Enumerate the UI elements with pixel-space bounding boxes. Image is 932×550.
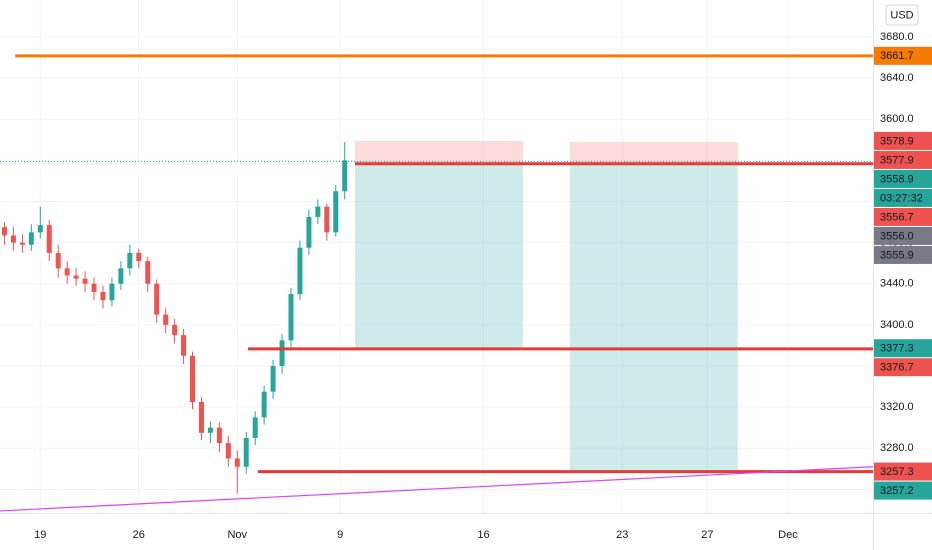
price-label-box (874, 462, 932, 481)
x-tick-label: 26 (133, 529, 145, 541)
candle-body (163, 314, 169, 325)
candle-body (145, 261, 151, 284)
x-tick-label: 9 (337, 529, 343, 541)
target-zone (355, 164, 523, 349)
x-tick-label: 19 (34, 529, 46, 541)
candle-body (73, 275, 79, 279)
candle-body (207, 427, 213, 433)
y-tick-label: 3400.0 (880, 319, 914, 331)
candle-body (19, 242, 25, 245)
stop-zone (569, 141, 738, 165)
price-label: 3555.9 (880, 249, 914, 261)
candle-body (136, 252, 142, 262)
price-label: 03:27:32 (880, 192, 923, 204)
y-tick-label: 3600.0 (880, 113, 914, 125)
candle-body (127, 252, 133, 269)
price-axis: 3240.03280.03320.03360.03400.03440.03480… (34, 31, 932, 541)
candle-body (181, 335, 187, 356)
candle-body (297, 247, 303, 295)
candle-body (190, 355, 196, 402)
candle-body (261, 391, 267, 418)
price-label: 3257.2 (880, 485, 914, 497)
candle-body (46, 225, 52, 253)
price-label-box (874, 46, 932, 65)
x-tick-label: Nov (227, 529, 247, 541)
candle-body (315, 206, 321, 217)
candle-body (342, 160, 348, 192)
x-tick-label: 27 (701, 529, 713, 541)
currency-button[interactable] (885, 4, 919, 26)
candle-body (288, 294, 294, 341)
y-tick-label: 3320.0 (880, 401, 914, 413)
candle-body (225, 443, 231, 459)
price-label-box (874, 131, 932, 150)
candle-body (270, 365, 276, 392)
candle-body (198, 401, 204, 433)
candle-body (216, 427, 222, 444)
price-label: 3376.7 (880, 362, 914, 374)
price-label: 3661.7 (880, 50, 914, 62)
price-label: 3558.9 (880, 173, 914, 185)
candle-body (243, 437, 249, 467)
grid (0, 0, 873, 513)
price-label-box (874, 245, 932, 264)
candle-body (118, 268, 124, 284)
candle-body (306, 216, 312, 248)
candle-body (333, 191, 339, 233)
currency: USD (890, 9, 913, 21)
x-tick-label: 23 (616, 529, 628, 541)
stop-zone (355, 140, 523, 165)
candle-body (82, 278, 88, 284)
price-label-box (874, 150, 932, 169)
y-tick-label: 3440.0 (880, 278, 914, 290)
candle-body (64, 268, 70, 276)
y-tick-label: 3680.0 (880, 31, 914, 43)
price-label: 3377.3 (880, 343, 914, 355)
candle-body (252, 417, 258, 438)
price-label: 3257.3 (880, 466, 914, 478)
price-label: 3578.9 (880, 135, 914, 147)
candle-body (37, 225, 43, 233)
candle-body (100, 291, 106, 301)
price-label-box (874, 207, 932, 226)
price-label-box (874, 358, 932, 377)
y-tick-label: 3280.0 (880, 442, 914, 454)
x-tick-label: 16 (477, 529, 489, 541)
candle-body (10, 235, 16, 243)
price-label-box (874, 169, 932, 188)
candle-body (55, 252, 61, 269)
candle-body (154, 283, 160, 315)
candle-body (172, 324, 178, 336)
plot (0, 54, 874, 512)
candle-body (109, 283, 115, 301)
candle-body (91, 283, 97, 292)
x-tick-label: Dec (778, 529, 798, 541)
price-label: 3556.7 (880, 211, 914, 223)
price-label: 3577.9 (880, 154, 914, 166)
candle-body (234, 458, 240, 467)
candle-body (324, 206, 330, 233)
price-label-box (874, 226, 932, 245)
price-label: 3556.0 (880, 230, 914, 242)
price-label-box (874, 339, 932, 358)
trend-line (0, 466, 874, 512)
candle-body (1, 227, 7, 236)
price-label-box (874, 481, 932, 500)
y-tick-label: 3640.0 (880, 72, 914, 84)
price-label-box (874, 188, 932, 207)
candle-body (28, 232, 34, 245)
candle-body (279, 340, 285, 366)
target-zone (569, 164, 738, 472)
